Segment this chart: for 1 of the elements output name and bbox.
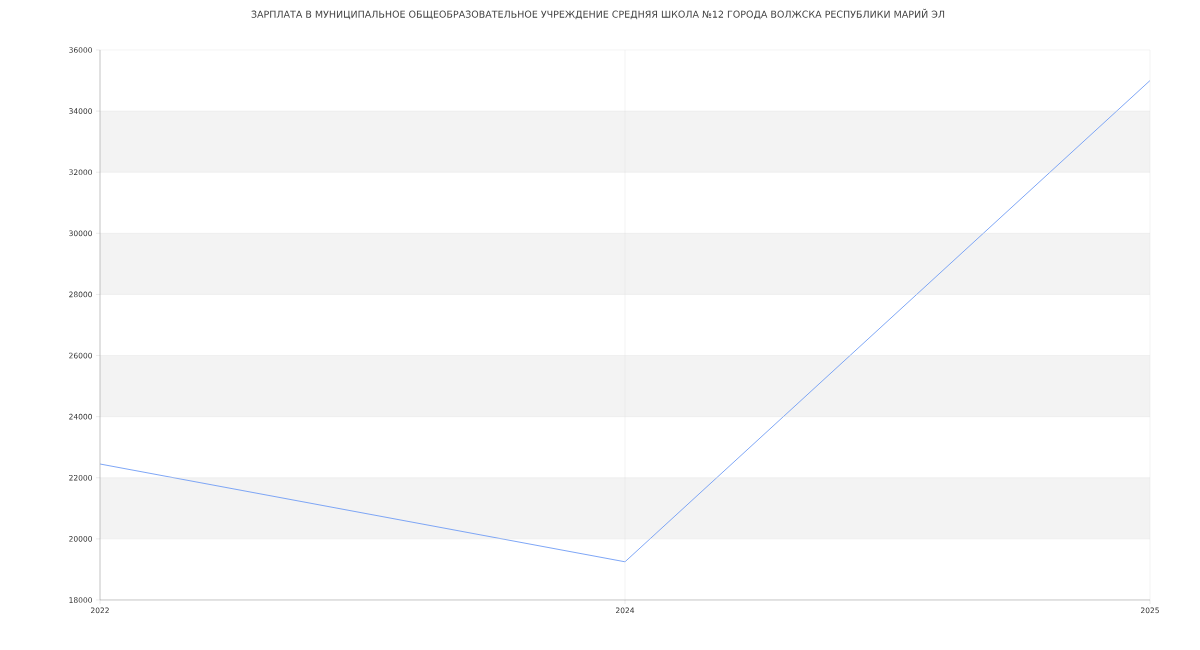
chart-title: ЗАРПЛАТА В МУНИЦИПАЛЬНОЕ ОБЩЕОБРАЗОВАТЕЛЬНОЕ УЧРЕЖДЕНИЕ СРЕДНЯЯ ШКОЛА №12 ГОРОДА ВОЛЖСКА РЕСПУБЛИКИ МАРИЙ ЭЛ xyxy=(251,8,945,20)
